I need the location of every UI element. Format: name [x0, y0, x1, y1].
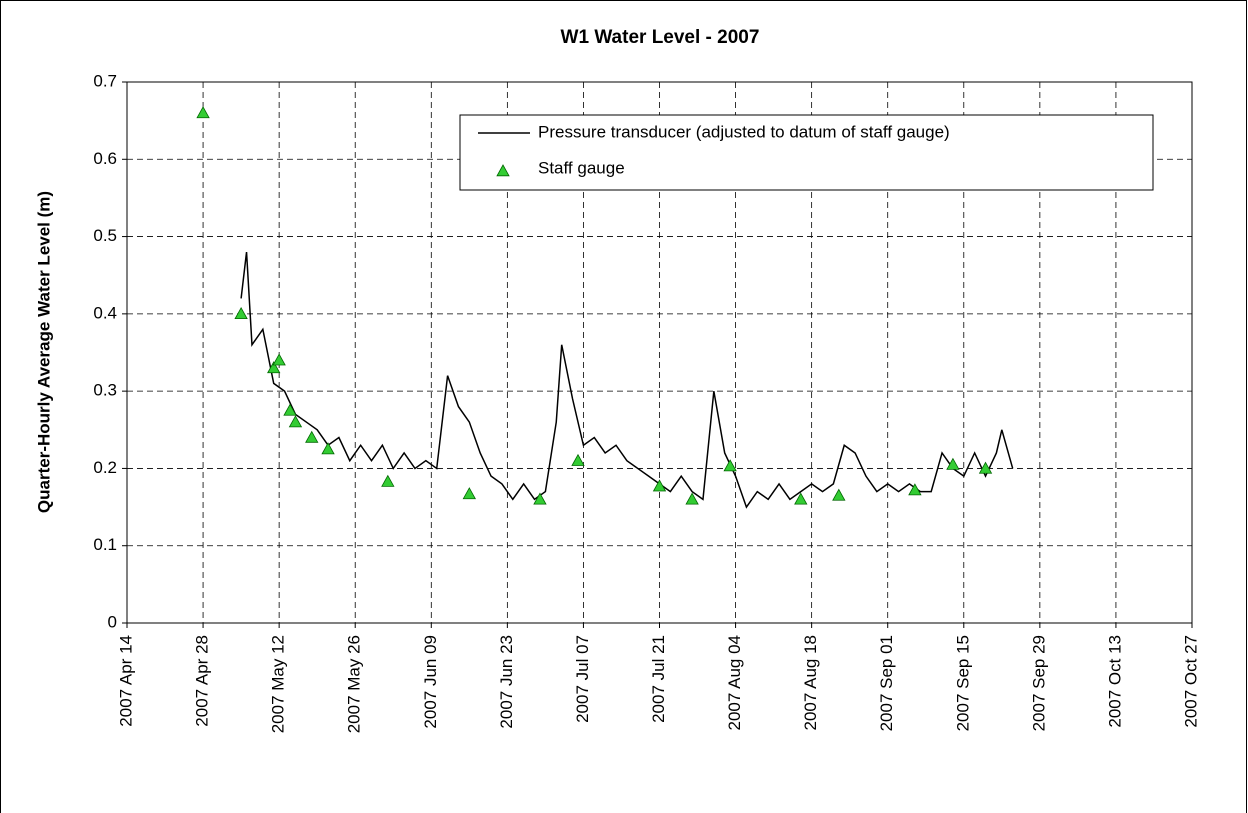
- x-tick-label: 2007 May 12: [269, 635, 288, 733]
- y-tick-label: 0.1: [93, 535, 117, 554]
- staff-gauge-marker: [794, 492, 808, 505]
- x-tick-label: 2007 Aug 18: [801, 635, 820, 730]
- staff-gauge-marker: [267, 361, 281, 374]
- x-tick-label: 2007 Apr 28: [193, 635, 212, 727]
- y-tick-label: 0.3: [93, 381, 117, 400]
- y-tick-label: 0.4: [93, 303, 117, 322]
- staff-gauge-marker: [234, 307, 248, 320]
- y-tick-label: 0.7: [93, 71, 117, 90]
- staff-gauge-marker: [832, 488, 846, 501]
- legend-marker: [496, 164, 510, 177]
- series-line: [240, 251, 1014, 509]
- staff-gauge-marker: [685, 492, 699, 505]
- staff-gauge-marker: [288, 415, 303, 428]
- x-tick-label: 2007 Jun 09: [421, 635, 440, 729]
- legend-label: Pressure transducer (adjusted to datum o…: [538, 122, 950, 141]
- staff-gauge-marker: [321, 442, 335, 455]
- staff-gauge-marker: [533, 492, 547, 505]
- y-tick-label: 0.6: [93, 149, 117, 168]
- staff-gauge-marker: [196, 106, 210, 119]
- staff-gauge-marker: [272, 353, 286, 366]
- staff-gauge-marker: [462, 487, 477, 500]
- staff-gauge-marker: [978, 461, 993, 474]
- x-tick-label: 2007 Jul 07: [573, 635, 592, 723]
- x-tick-label: 2007 Aug 04: [725, 635, 744, 730]
- legend-box: [459, 114, 1154, 191]
- chart-title: W1 Water Level - 2007: [561, 27, 760, 48]
- staff-gauge-marker: [381, 474, 395, 487]
- staff-gauge-marker: [571, 453, 585, 466]
- staff-gauge-marker: [652, 479, 667, 492]
- legend-label: Staff gauge: [538, 158, 625, 177]
- x-tick-label: 2007 Oct 27: [1181, 635, 1200, 728]
- staff-gauge-marker: [283, 403, 297, 416]
- x-tick-label: 2007 Apr 14: [116, 635, 135, 727]
- x-tick-label: 2007 May 26: [345, 635, 364, 733]
- x-tick-label: 2007 Jul 21: [649, 635, 668, 723]
- staff-gauge-marker: [946, 457, 960, 470]
- x-tick-label: 2007 Jun 23: [497, 635, 516, 729]
- x-tick-label: 2007 Sep 01: [877, 635, 896, 731]
- staff-gauge-marker: [305, 430, 319, 443]
- y-axis-label: Quarter-Hourly Average Water Level (m): [34, 191, 53, 513]
- staff-gauge-marker: [908, 483, 922, 496]
- y-tick-label: 0.2: [93, 458, 117, 477]
- x-tick-label: 2007 Sep 15: [953, 635, 972, 731]
- x-tick-label: 2007 Oct 13: [1105, 635, 1124, 728]
- x-tick-label: 2007 Sep 29: [1029, 635, 1048, 731]
- staff-gauge-marker: [723, 459, 737, 472]
- y-tick-label: 0.5: [93, 226, 117, 245]
- y-tick-label: 0: [108, 612, 117, 631]
